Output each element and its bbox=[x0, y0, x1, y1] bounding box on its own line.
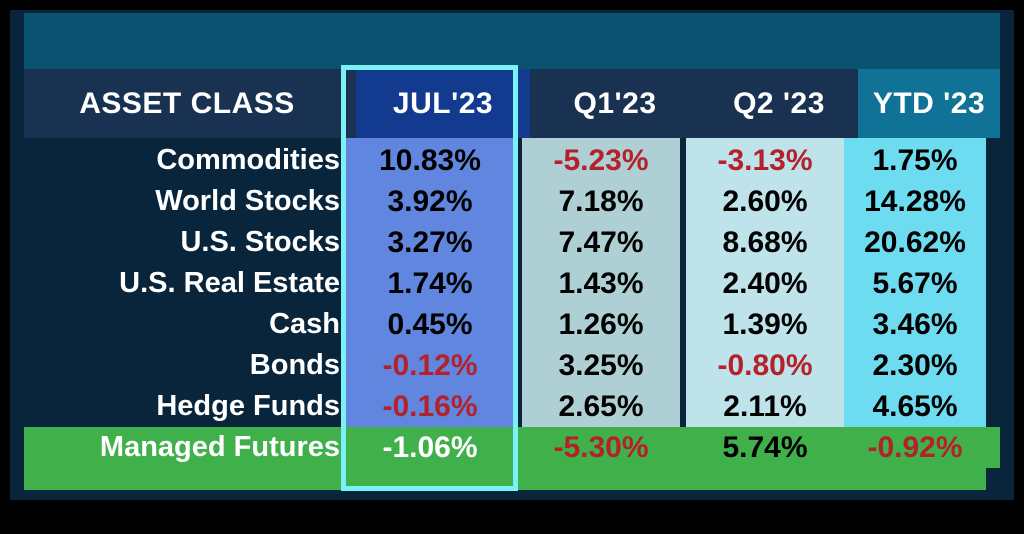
cell-value-ytd: 5.67% bbox=[872, 266, 958, 300]
row-label-asset-class: Bonds bbox=[249, 349, 340, 381]
cell-value-ytd: 20.62% bbox=[864, 225, 966, 259]
cell-value-ytd: 2.30% bbox=[872, 348, 958, 382]
row-label-asset-class: U.S. Real Estate bbox=[119, 267, 340, 299]
cell-value-q2: 2.11% bbox=[723, 389, 807, 423]
cell-value-q1: 1.43% bbox=[558, 266, 644, 300]
cell-value-q2: -0.80% bbox=[717, 348, 813, 382]
table-row[interactable]: Commodities 10.83% -5.23% -3.13% 1.75% bbox=[24, 140, 1000, 181]
cell-value-q2: 1.39% bbox=[722, 307, 808, 341]
cell-value-ytd: 1.75% bbox=[872, 143, 958, 177]
cell-value-q1: 1.26% bbox=[558, 307, 644, 341]
cell-value-jul: -0.16% bbox=[382, 389, 478, 423]
table-row[interactable]: World Stocks 3.92% 7.18% 2.60% 14.28% bbox=[24, 181, 1000, 222]
cell-value-jul: 10.83% bbox=[379, 143, 481, 177]
cell-value-ytd: -0.92% bbox=[867, 430, 963, 464]
cell-value-jul: 0.45% bbox=[387, 307, 473, 341]
table-header-row: ASSET CLASS JUL'23 Q1'23 Q2 '23 YTD '23 bbox=[24, 69, 1000, 138]
column-header-q1[interactable]: Q1'23 bbox=[573, 86, 657, 120]
column-header-ytd[interactable]: YTD '23 bbox=[858, 69, 1000, 138]
column-header-asset-class[interactable]: ASSET CLASS bbox=[79, 86, 295, 120]
cell-value-q2: 2.40% bbox=[722, 266, 808, 300]
table-body: Commodities 10.83% -5.23% -3.13% 1.75% World … bbox=[24, 140, 1000, 468]
cell-value-q2: 5.74% bbox=[722, 430, 808, 464]
cell-value-q2: 8.68% bbox=[722, 225, 808, 259]
table-row[interactable]: Managed Futures -1.06% -5.30% 5.74% -0.92% bbox=[24, 427, 1000, 468]
cell-value-jul: 3.27% bbox=[387, 225, 473, 259]
cell-value-q1: 3.25% bbox=[558, 348, 644, 382]
cell-value-jul: -1.06% bbox=[382, 430, 478, 464]
row-label-asset-class: Hedge Funds bbox=[156, 390, 340, 422]
cell-value-q2: -3.13% bbox=[717, 143, 813, 177]
cell-value-jul: 1.74% bbox=[387, 266, 473, 300]
row-label-asset-class: U.S. Stocks bbox=[180, 226, 340, 258]
cell-value-q1: 7.18% bbox=[558, 184, 644, 218]
cell-value-ytd: 4.65% bbox=[872, 389, 958, 423]
table-row[interactable]: U.S. Real Estate 1.74% 1.43% 2.40% 5.67% bbox=[24, 263, 1000, 304]
cell-value-q1: -5.23% bbox=[553, 143, 649, 177]
cell-value-jul: -0.12% bbox=[382, 348, 478, 382]
table-top-banner bbox=[24, 13, 1000, 69]
cell-value-ytd: 14.28% bbox=[864, 184, 966, 218]
cell-value-ytd: 3.46% bbox=[872, 307, 958, 341]
column-header-q2[interactable]: Q2 '23 bbox=[733, 86, 825, 120]
cell-value-q2: 2.60% bbox=[722, 184, 808, 218]
performance-table: ASSET CLASS JUL'23 Q1'23 Q2 '23 YTD '23 … bbox=[10, 10, 1014, 500]
row-label-asset-class: Cash bbox=[269, 308, 340, 340]
table-row[interactable]: Cash 0.45% 1.26% 1.39% 3.46% bbox=[24, 304, 1000, 345]
cell-value-q1: 2.65% bbox=[558, 389, 644, 423]
column-header-jul[interactable]: JUL'23 bbox=[356, 69, 530, 138]
table-row[interactable]: U.S. Stocks 3.27% 7.47% 8.68% 20.62% bbox=[24, 222, 1000, 263]
cell-value-q1: 7.47% bbox=[558, 225, 644, 259]
row-label-asset-class: World Stocks bbox=[155, 185, 340, 217]
table-row[interactable]: Hedge Funds -0.16% 2.65% 2.11% 4.65% bbox=[24, 386, 1000, 427]
row-label-asset-class: Managed Futures bbox=[99, 431, 340, 463]
row-label-asset-class: Commodities bbox=[156, 144, 340, 176]
table-row[interactable]: Bonds -0.12% 3.25% -0.80% 2.30% bbox=[24, 345, 1000, 386]
cell-value-q1: -5.30% bbox=[553, 430, 649, 464]
cell-value-jul: 3.92% bbox=[387, 184, 473, 218]
